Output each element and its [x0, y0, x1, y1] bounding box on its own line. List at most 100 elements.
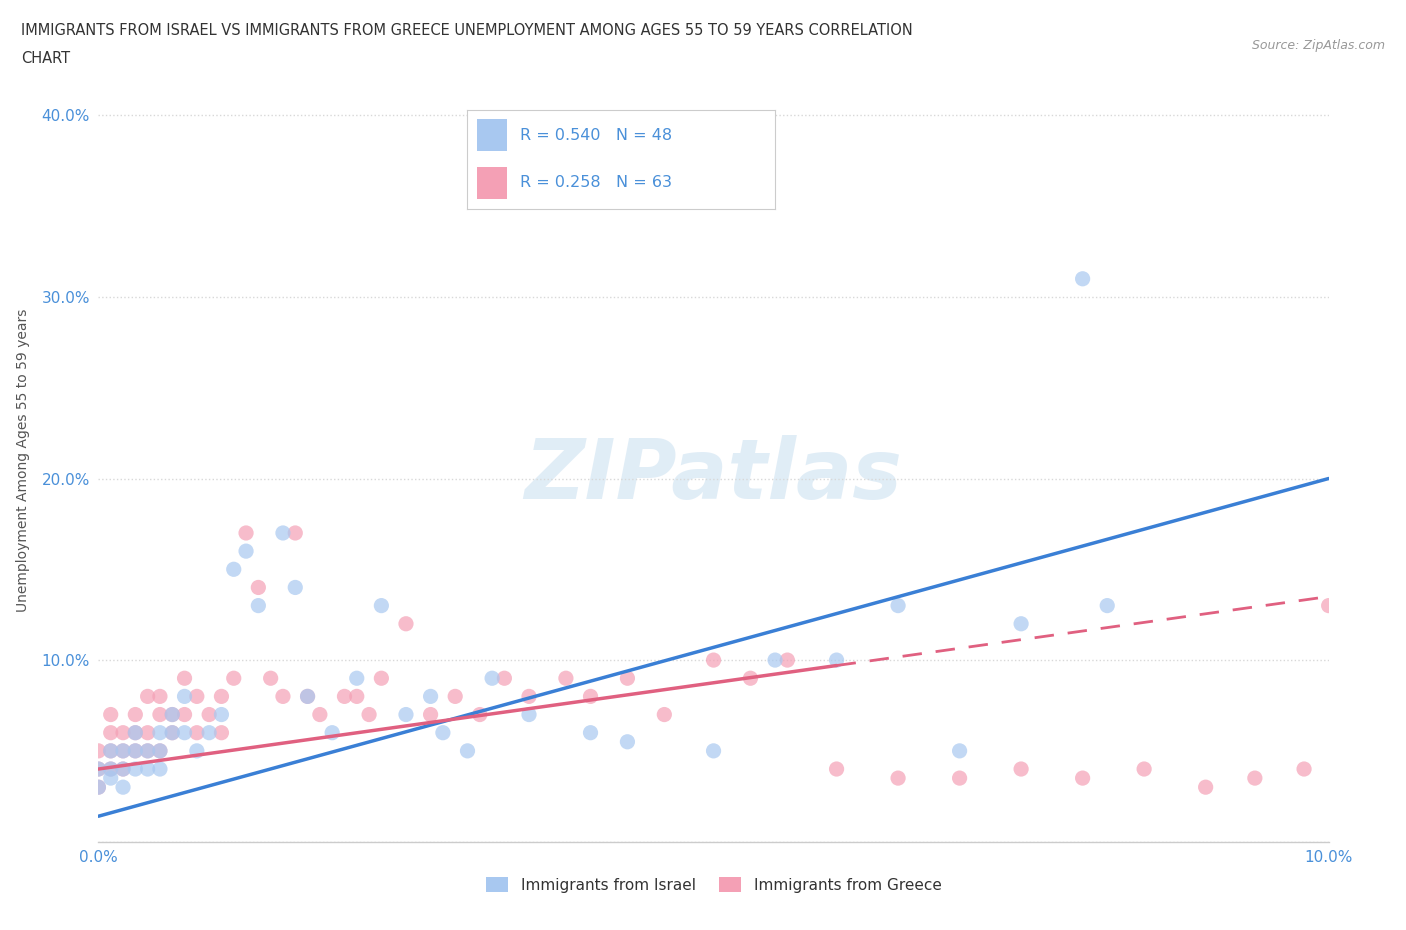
Point [1010, 762, 1032, 777]
Point [703, 743, 725, 758]
Point [235, 544, 257, 559]
Point [284, 580, 307, 595]
Point [136, 725, 159, 740]
Point [87, 762, 110, 777]
Point [357, 707, 380, 722]
Point [87, 762, 110, 777]
Point [444, 689, 467, 704]
Point [162, 725, 183, 740]
Point [222, 562, 245, 577]
Point [211, 707, 233, 722]
Point [1010, 617, 1032, 631]
Point [100, 762, 122, 777]
Point [247, 580, 270, 595]
Point [149, 743, 172, 758]
Point [652, 707, 676, 722]
Point [124, 762, 146, 777]
Point [763, 653, 786, 668]
Point [100, 743, 122, 758]
Point [887, 771, 910, 786]
Point [87, 779, 110, 794]
Point [1195, 779, 1218, 794]
Point [517, 707, 540, 722]
Point [136, 762, 159, 777]
Point [494, 671, 516, 685]
Point [370, 598, 392, 613]
Point [100, 762, 122, 777]
Point [825, 653, 848, 668]
Point [1133, 762, 1156, 777]
Point [100, 771, 122, 786]
Point [260, 671, 283, 685]
Point [87, 743, 110, 758]
Point [112, 725, 135, 740]
Point [173, 671, 195, 685]
Point [1317, 598, 1340, 613]
Point [333, 689, 356, 704]
Point [136, 743, 159, 758]
Point [112, 743, 135, 758]
Point [100, 707, 122, 722]
Point [776, 653, 799, 668]
Point [100, 725, 122, 740]
Text: IMMIGRANTS FROM ISRAEL VS IMMIGRANTS FROM GREECE UNEMPLOYMENT AMONG AGES 55 TO 5: IMMIGRANTS FROM ISRAEL VS IMMIGRANTS FRO… [21, 23, 912, 38]
Point [321, 725, 343, 740]
Point [1071, 272, 1094, 286]
Point [616, 735, 638, 750]
Point [87, 779, 110, 794]
Point [136, 743, 159, 758]
Point [149, 743, 172, 758]
Point [297, 689, 319, 704]
Point [211, 689, 233, 704]
Point [456, 743, 478, 758]
Point [740, 671, 762, 685]
Point [112, 743, 135, 758]
Point [198, 725, 221, 740]
Point [616, 671, 638, 685]
Point [1244, 771, 1267, 786]
Point [222, 671, 245, 685]
Point [346, 689, 368, 704]
Point [432, 725, 454, 740]
Point [1294, 762, 1316, 777]
Point [825, 762, 848, 777]
Point [149, 707, 172, 722]
Point [162, 707, 183, 722]
Point [124, 725, 146, 740]
Point [173, 725, 195, 740]
Point [949, 771, 972, 786]
Point [297, 689, 319, 704]
Point [149, 762, 172, 777]
Point [419, 689, 441, 704]
Point [395, 617, 418, 631]
Point [481, 671, 503, 685]
Point [162, 707, 183, 722]
Point [468, 707, 491, 722]
Point [517, 689, 540, 704]
Point [419, 707, 441, 722]
Point [271, 525, 294, 540]
Point [186, 725, 208, 740]
Point [211, 725, 233, 740]
Point [173, 707, 195, 722]
Point [370, 671, 392, 685]
Point [124, 743, 146, 758]
Point [124, 707, 146, 722]
Legend: Immigrants from Israel, Immigrants from Greece: Immigrants from Israel, Immigrants from … [479, 870, 948, 898]
Text: Source: ZipAtlas.com: Source: ZipAtlas.com [1251, 39, 1385, 52]
Point [579, 725, 602, 740]
Point [1097, 598, 1119, 613]
Point [554, 671, 576, 685]
Point [247, 598, 270, 613]
Point [309, 707, 332, 722]
Point [112, 762, 135, 777]
Point [136, 689, 159, 704]
Point [887, 598, 910, 613]
Point [1071, 771, 1094, 786]
Point [271, 689, 294, 704]
Point [186, 743, 208, 758]
Point [173, 689, 195, 704]
Point [579, 689, 602, 704]
Point [100, 743, 122, 758]
Point [198, 707, 221, 722]
